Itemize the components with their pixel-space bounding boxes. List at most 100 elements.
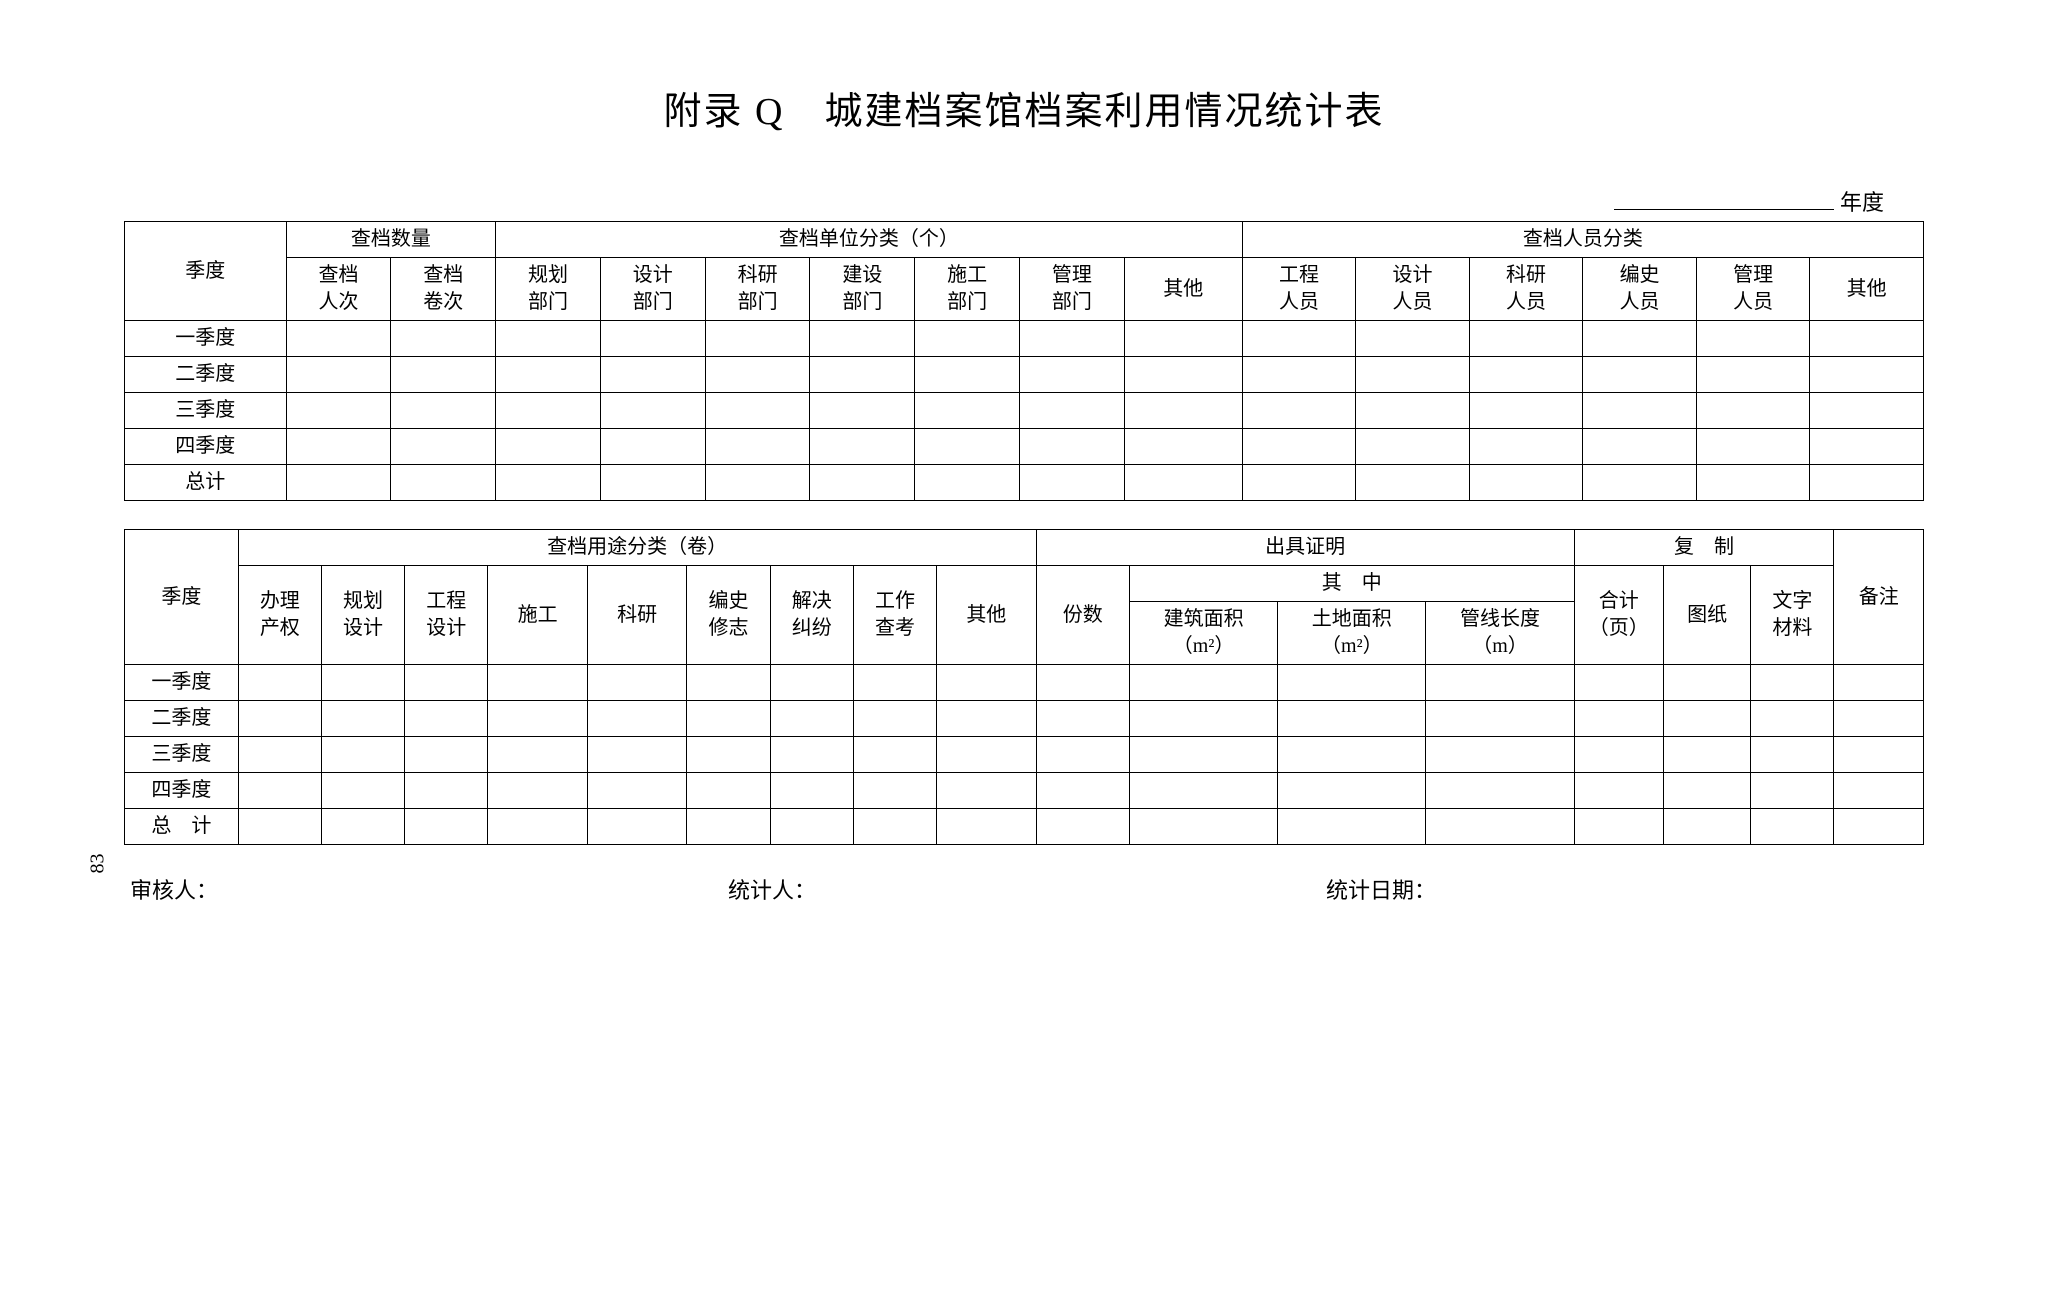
- t2-cell: [770, 773, 853, 809]
- t1-col-header: 建设部门: [810, 258, 915, 321]
- t1-cell: [391, 321, 496, 357]
- t2-cell: [1036, 809, 1129, 845]
- t2-cell: [321, 809, 404, 845]
- t1-cell: [1583, 321, 1697, 357]
- t1-cell: [810, 393, 915, 429]
- t1-cell: [1020, 393, 1125, 429]
- t1-cell: [810, 429, 915, 465]
- t2-cell: [1129, 773, 1277, 809]
- t2-cell: [488, 773, 587, 809]
- t2-col-header: 工作查考: [853, 566, 936, 665]
- t2-cell: [321, 701, 404, 737]
- t2-cell: [1574, 773, 1663, 809]
- t1-col-header: 设计部门: [600, 258, 705, 321]
- t1-cell: [600, 321, 705, 357]
- t1-cell: [391, 429, 496, 465]
- t1-cell: [705, 321, 810, 357]
- t2-cell: [238, 809, 321, 845]
- t2-cell: [937, 773, 1036, 809]
- t2-col-header: 解决纠纷: [770, 566, 853, 665]
- t2-g2-count: 份数: [1036, 566, 1129, 665]
- t1-cell: [1810, 357, 1924, 393]
- footer-preparer: 统计人：: [728, 873, 1326, 905]
- t2-cell: [853, 737, 936, 773]
- t2-cell: [1278, 701, 1426, 737]
- t2-cell: [770, 809, 853, 845]
- t2-cell: [770, 737, 853, 773]
- t2-cell: [687, 665, 770, 701]
- t2-col-header: 图纸: [1663, 566, 1750, 665]
- t2-cell: [1751, 809, 1834, 845]
- t1-col-header: 设计人员: [1356, 258, 1470, 321]
- t2-cell: [1278, 665, 1426, 701]
- t1-cell: [705, 393, 810, 429]
- t2-cell: [405, 773, 488, 809]
- t2-row-label: 三季度: [125, 737, 239, 773]
- t1-cell: [1356, 429, 1470, 465]
- t1-cell: [496, 465, 601, 501]
- t1-cell: [496, 321, 601, 357]
- t2-cell: [587, 809, 686, 845]
- t1-cell: [1020, 357, 1125, 393]
- t1-cell: [1242, 465, 1356, 501]
- t2-g2-sub: 其 中: [1129, 566, 1574, 602]
- t2-col-header: 施工: [488, 566, 587, 665]
- t1-cell: [600, 357, 705, 393]
- t1-col-header: 规划部门: [496, 258, 601, 321]
- t1-cell: [1242, 321, 1356, 357]
- t1-row-label: 总计: [125, 465, 287, 501]
- t1-cell: [1242, 429, 1356, 465]
- table-1: 季度 查档数量 查档单位分类（个） 查档人员分类 查档人次查档卷次规划部门设计部…: [124, 221, 1924, 501]
- t2-cell: [853, 701, 936, 737]
- t2-col-header: 规划设计: [321, 566, 404, 665]
- t1-col-header: 施工部门: [915, 258, 1020, 321]
- t2-cell: [770, 665, 853, 701]
- t1-quarter-header: 季度: [125, 222, 287, 321]
- footer-reviewer: 审核人：: [130, 873, 728, 905]
- t1-col-header: 管理部门: [1020, 258, 1125, 321]
- t1-cell: [1242, 393, 1356, 429]
- t2-cell: [1129, 737, 1277, 773]
- t2-notes: 备注: [1834, 530, 1924, 665]
- t2-cell: [1129, 701, 1277, 737]
- t2-cell: [770, 701, 853, 737]
- t2-row-label: 四季度: [125, 773, 239, 809]
- t1-cell: [1469, 321, 1583, 357]
- t1-cell: [496, 429, 601, 465]
- t1-cell: [286, 393, 391, 429]
- page-number: 83: [87, 854, 110, 874]
- t1-cell: [705, 465, 810, 501]
- t2-cell: [1663, 737, 1750, 773]
- t2-cell: [321, 665, 404, 701]
- t2-cell: [238, 737, 321, 773]
- t2-cell: [1663, 701, 1750, 737]
- t1-cell: [1810, 429, 1924, 465]
- t2-cell: [587, 701, 686, 737]
- t1-cell: [1124, 393, 1242, 429]
- t1-cell: [1810, 465, 1924, 501]
- t1-cell: [1124, 357, 1242, 393]
- t1-cell: [1242, 357, 1356, 393]
- t1-cell: [1356, 465, 1470, 501]
- t1-cell: [1356, 357, 1470, 393]
- table-2: 季度 查档用途分类（卷） 出具证明 复 制 备注 办理产权规划设计工程设计施工科…: [124, 529, 1924, 845]
- t2-cell: [1036, 665, 1129, 701]
- t1-cell: [915, 393, 1020, 429]
- t1-cell: [391, 393, 496, 429]
- t1-cell: [1583, 465, 1697, 501]
- t2-quarter-header: 季度: [125, 530, 239, 665]
- t2-cell: [1834, 809, 1924, 845]
- t1-cell: [391, 357, 496, 393]
- t1-cell: [1810, 321, 1924, 357]
- t1-row-label: 三季度: [125, 393, 287, 429]
- t1-col-header: 管理人员: [1696, 258, 1810, 321]
- t1-col-header: 其他: [1124, 258, 1242, 321]
- t1-cell: [496, 357, 601, 393]
- t1-cell: [1696, 357, 1810, 393]
- t2-cell: [1751, 701, 1834, 737]
- t2-cell: [687, 737, 770, 773]
- t2-cell: [587, 737, 686, 773]
- t1-cell: [915, 321, 1020, 357]
- t1-cell: [705, 357, 810, 393]
- t1-cell: [705, 429, 810, 465]
